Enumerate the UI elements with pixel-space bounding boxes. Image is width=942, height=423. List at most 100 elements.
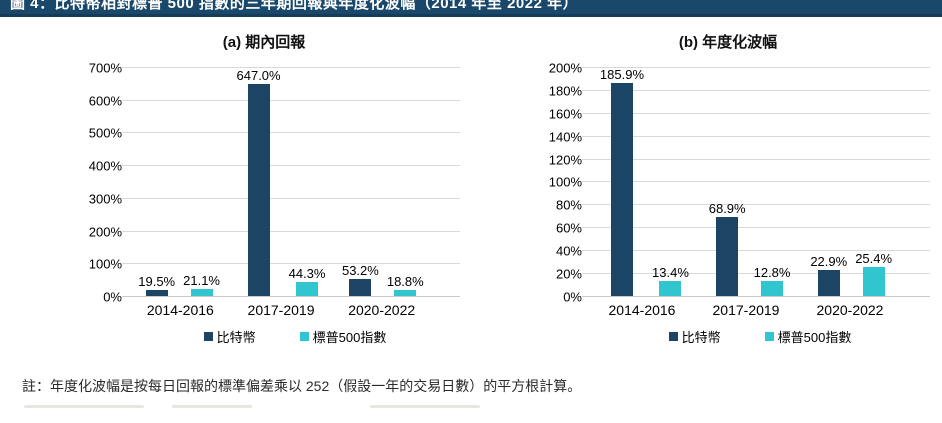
chart-period-return: (a) 期內回報 0% 100% 200% 300% 400% 500% 600% 700% … [68,33,460,346]
bar-value-label: 68.9% [708,201,746,216]
bar-value-label: 25.4% [855,251,893,266]
bar-column: 12.8% [753,265,791,296]
gridline [582,273,930,274]
y-tick-label: 100% [88,256,122,272]
bitcoin-swatch-icon [203,332,213,341]
gridline [122,198,460,199]
figure-title-bar: 圖 4：比特幣相對標普 500 指數的三年期回報與年度化波幅（2014 年至 2… [0,0,942,17]
gridline [582,296,930,297]
gridline [582,67,930,68]
bar-value-label: 22.9% [810,254,848,269]
x-axis-label: 2017-2019 [712,302,780,318]
gridline [582,113,930,114]
bar-column: 21.1% [183,273,220,296]
bitcoin-swatch-icon [668,332,678,341]
bar-bitcoin [247,84,270,296]
bar-column: 19.5% [138,274,175,296]
x-axis-label: 2017-2019 [247,302,315,318]
chart-b-x-axis: 2014-2016 2017-2019 2020-2022 [590,302,902,318]
chart-annualized-volatility: (b) 年度化波幅 0% 20% 40% 60% 80% 100% 120% 140% 160%… [526,33,930,346]
bar-group-2020-2022: 22.9% 25.4% [810,251,892,296]
legend-item-bitcoin: 比特幣 [668,327,721,346]
gridline [122,100,460,101]
y-tick-label: 100% [548,174,582,190]
gridline [122,132,460,133]
bar-value-label: 19.5% [138,274,176,289]
chart-a-plot-area: 19.5% 21.1% 647.0% 44.3% 53.2% 18.8% [122,67,460,297]
y-tick-label: 40% [555,243,582,259]
y-tick-label: 300% [88,191,122,207]
bar-column: 185.9% [600,67,644,296]
bar-bitcoin [145,290,168,296]
bar-sp500 [296,282,319,296]
bar-bitcoin [349,279,372,296]
gridline [582,204,930,205]
y-tick-label: 20% [555,266,582,282]
y-tick-label: 140% [548,129,582,145]
legend-label-bitcoin: 比特幣 [216,330,256,345]
bar-column: 13.4% [652,265,689,296]
bar-groups: 185.9% 13.4% 68.9% 12.8% 22.9% 25.4% [590,67,902,296]
y-tick-label: 160% [548,106,582,122]
bar-column: 22.9% [810,254,847,296]
gridline [122,67,460,68]
y-tick-label: 180% [548,83,582,99]
chart-a-title: (a) 期內回報 [222,34,306,51]
y-tick-label: 200% [88,224,122,240]
legend-label-sp500: 標普500指數 [777,330,852,345]
gridline [122,296,460,297]
y-tick-label: 0% [103,289,122,305]
x-axis-label: 2020-2022 [816,302,884,318]
gridline [582,181,930,182]
y-tick-label: 80% [555,197,582,213]
sp500-swatch-icon [299,332,309,341]
bar-sp500 [659,281,682,296]
x-axis-label: 2014-2016 [146,302,214,318]
legend-label-bitcoin: 比特幣 [681,330,721,345]
y-tick-label: 700% [88,60,122,76]
chart-b-legend: 比特幣 標普500指數 [590,327,930,346]
sp500-swatch-icon [764,332,774,341]
y-tick-label: 0% [563,289,582,305]
chart-a-legend: 比特幣 標普500指數 [130,327,460,346]
bar-sp500 [394,290,417,296]
bar-sp500 [190,289,213,296]
bar-group-2014-2016: 19.5% 21.1% [138,273,220,296]
bar-value-label: 21.1% [183,273,220,288]
chart-b-plot-row: 0% 20% 40% 60% 80% 100% 120% 140% 160% 180% 200% 1… [526,61,930,305]
gridline [122,263,460,264]
legend-item-sp500: 標普500指數 [764,327,852,346]
x-axis-label: 2020-2022 [348,302,416,318]
bar-column: 647.0% [237,68,281,296]
y-tick-label: 60% [555,220,582,236]
gridline [582,159,930,160]
bar-bitcoin [817,270,840,296]
gridline [122,231,460,232]
bar-group-2020-2022: 53.2% 18.8% [342,263,424,296]
bar-value-label: 13.4% [652,265,689,280]
y-tick-label: 200% [548,60,582,76]
bar-group-2014-2016: 185.9% 13.4% [600,67,689,296]
legend-label-sp500: 標普500指數 [312,330,387,345]
bar-column: 53.2% [342,263,379,296]
x-axis-label: 2014-2016 [608,302,676,318]
bar-group-2017-2019: 68.9% 12.8% [709,201,791,296]
bar-bitcoin [610,83,633,296]
gridline [582,250,930,251]
gridline [582,136,930,137]
y-tick-label: 500% [88,125,122,141]
bar-value-label: 12.8% [753,265,791,280]
y-tick-label: 400% [88,158,122,174]
bar-column: 68.9% [709,201,746,296]
bar-value-label: 647.0% [236,68,281,83]
figure-title: 圖 4：比特幣相對標普 500 指數的三年期回報與年度化波幅（2014 年至 2… [10,0,579,12]
y-tick-label: 120% [548,152,582,168]
bar-value-label: 53.2% [341,263,379,278]
legend-item-bitcoin: 比特幣 [203,327,256,346]
chart-a-plot-row: 0% 100% 200% 300% 400% 500% 600% 700% 19.5% 21.1… [68,61,460,305]
bar-column: 25.4% [855,251,892,296]
gridline [582,227,930,228]
bar-groups: 19.5% 21.1% 647.0% 44.3% 53.2% 18.8% [130,68,432,296]
chart-b-plot-area: 185.9% 13.4% 68.9% 12.8% 22.9% 25.4% [582,67,930,297]
y-tick-label: 600% [88,93,122,109]
